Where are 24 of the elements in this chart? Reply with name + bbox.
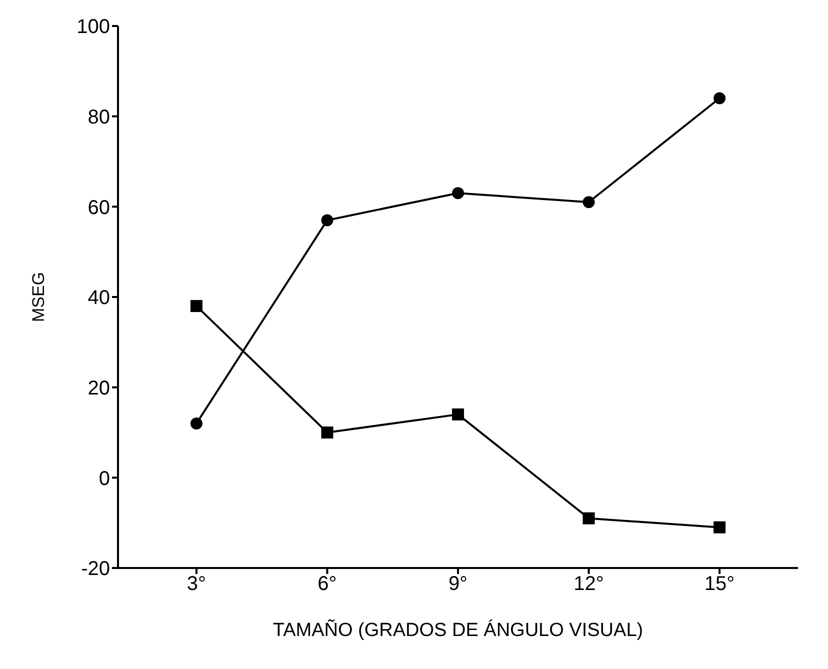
y-tick-label: 100 [76, 16, 110, 38]
x-tick-label: 9° [448, 573, 468, 596]
point [452, 408, 464, 420]
point [714, 521, 726, 534]
y-axis-title: MSEG [29, 272, 48, 322]
point [582, 512, 595, 524]
point [321, 426, 334, 438]
y-tick-label: 0 [98, 468, 110, 490]
y-tick-label: 80 [88, 106, 110, 128]
x-tick-label: 15° [704, 573, 735, 596]
y-tick-label: -20 [81, 558, 110, 580]
point [582, 196, 595, 208]
x-tick-label: 3° [186, 573, 206, 596]
point [190, 417, 202, 430]
y-tick-label: 20 [88, 377, 110, 400]
y-tick-label: 40 [88, 287, 110, 310]
point [190, 300, 202, 312]
x-tick-label: 6° [318, 573, 337, 596]
x-axis-title: TAMAÑO (GRADOS DE ÁNGULO VISUAL) [272, 619, 644, 641]
point [714, 92, 726, 104]
point [321, 214, 334, 226]
x-tick-label: 12° [574, 573, 604, 596]
y-tick-label: 60 [88, 196, 110, 219]
point [452, 187, 464, 200]
